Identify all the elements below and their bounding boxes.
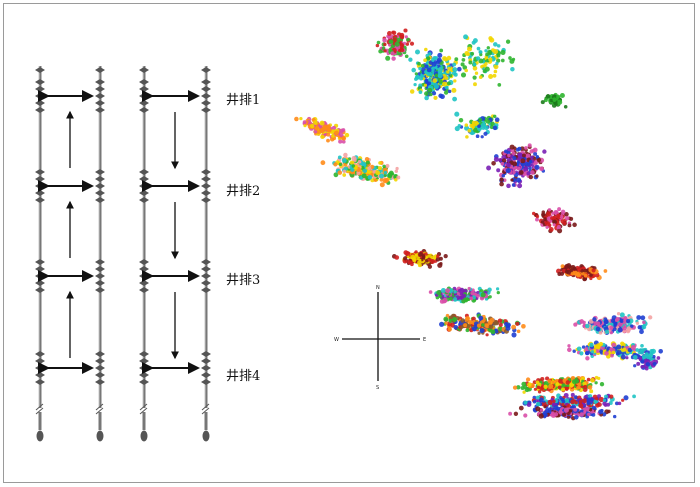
well-toe-marker — [140, 430, 148, 442]
event-cluster-14 — [573, 312, 653, 335]
event-cluster-3 — [454, 34, 516, 87]
event-cluster-7 — [486, 143, 547, 189]
row-label-4: 井排4 — [226, 369, 261, 384]
event-cluster-1 — [375, 28, 415, 61]
compass-w: W — [334, 337, 339, 343]
event-cluster-16 — [512, 375, 605, 394]
flow-arrows — [66, 110, 179, 360]
event-cluster-18 — [508, 405, 617, 421]
event-cluster-13 — [439, 312, 526, 338]
event-cluster-9 — [531, 207, 577, 234]
row-arrows — [38, 90, 200, 374]
wellbore-4 — [201, 66, 211, 442]
event-cluster-4 — [540, 92, 568, 109]
event-dots — [294, 28, 663, 421]
event-cluster-19 — [625, 348, 663, 371]
compass-n: N — [376, 285, 380, 291]
well-toe-marker — [96, 430, 104, 442]
wellbore-3 — [139, 66, 149, 442]
event-cluster-2 — [408, 47, 462, 102]
wellbore-2 — [95, 66, 105, 442]
wellbore-1 — [35, 66, 45, 442]
compass-rose: N S E W — [334, 285, 426, 391]
well-toe-marker — [202, 430, 210, 442]
row-label-1: 井排1 — [226, 93, 261, 108]
well-toe-marker — [36, 430, 44, 442]
wellbores — [35, 66, 211, 442]
event-cluster-15 — [567, 340, 655, 361]
compass-s: S — [376, 385, 379, 391]
row-label-3: 井排3 — [226, 273, 261, 288]
compass-e: E — [423, 337, 426, 343]
event-cluster-8 — [454, 111, 500, 139]
event-cluster-12 — [428, 286, 500, 304]
event-cluster-10 — [391, 249, 448, 269]
event-cluster-6 — [320, 152, 401, 188]
event-cluster-5 — [294, 116, 350, 144]
event-cluster-11 — [556, 263, 608, 282]
row-label-2: 井排2 — [226, 184, 261, 199]
